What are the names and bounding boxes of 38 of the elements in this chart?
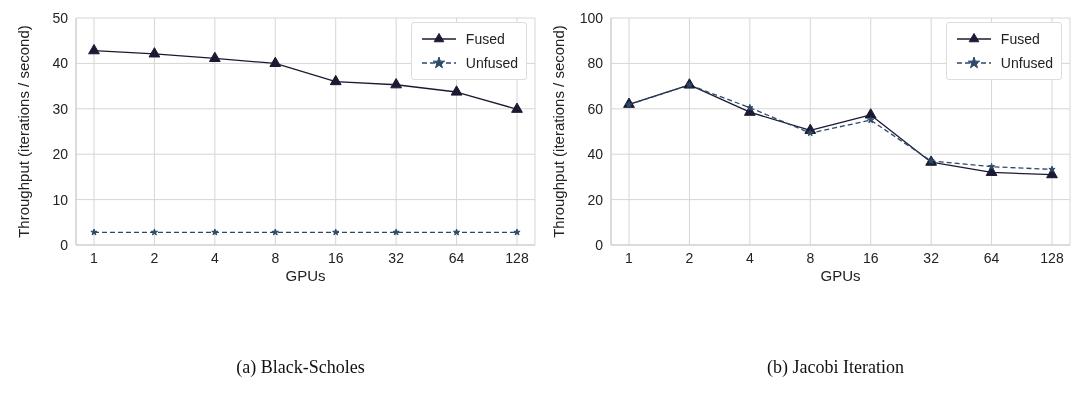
x-tick-label: 16 xyxy=(327,249,344,266)
x-tick-label: 64 xyxy=(983,249,1000,266)
x-tick-label: 2 xyxy=(685,249,694,266)
x-tick-label: 8 xyxy=(806,249,815,266)
x-tick-label: 128 xyxy=(505,249,529,266)
x-tick-label: 4 xyxy=(745,249,754,266)
y-axis-title: Throughput (iterations / second) xyxy=(15,25,33,238)
legend-label: Unfused xyxy=(465,55,518,71)
x-tick-label: 2 xyxy=(150,249,159,266)
y-axis-title: Throughput (iterations / second) xyxy=(550,25,568,238)
y-tick-label: 50 xyxy=(52,9,69,26)
y-tick-label: 40 xyxy=(52,55,69,72)
x-tick-label: 4 xyxy=(210,249,219,266)
legend-label: Fused xyxy=(1000,31,1040,47)
y-tick-label: 100 xyxy=(579,9,604,26)
y-tick-label: 0 xyxy=(595,236,604,253)
y-tick-label: 20 xyxy=(52,146,69,163)
x-tick-label: 128 xyxy=(1040,249,1064,266)
legend-label: Fused xyxy=(465,31,505,47)
y-tick-label: 20 xyxy=(587,191,604,208)
y-tick-label: 80 xyxy=(587,55,604,72)
x-tick-label: 32 xyxy=(388,249,405,266)
y-tick-label: 40 xyxy=(587,146,604,163)
y-tick-label: 30 xyxy=(52,100,69,117)
legend-label: Unfused xyxy=(1000,55,1053,71)
x-axis-title: GPUs xyxy=(820,267,861,284)
x-tick-label: 16 xyxy=(862,249,879,266)
y-tick-label: 60 xyxy=(587,100,604,117)
text: (b) Jacobi Iteration xyxy=(766,357,905,378)
x-tick-label: 8 xyxy=(271,249,280,266)
x-tick-label: 1 xyxy=(90,249,99,266)
x-tick-label: 1 xyxy=(625,249,634,266)
y-tick-label: 10 xyxy=(52,191,69,208)
x-tick-label: 64 xyxy=(448,249,465,266)
y-tick-label: 0 xyxy=(60,236,69,253)
text: (a) Black-Scholes xyxy=(235,357,366,378)
x-tick-label: 32 xyxy=(923,249,940,266)
x-axis-title: GPUs xyxy=(285,267,326,284)
